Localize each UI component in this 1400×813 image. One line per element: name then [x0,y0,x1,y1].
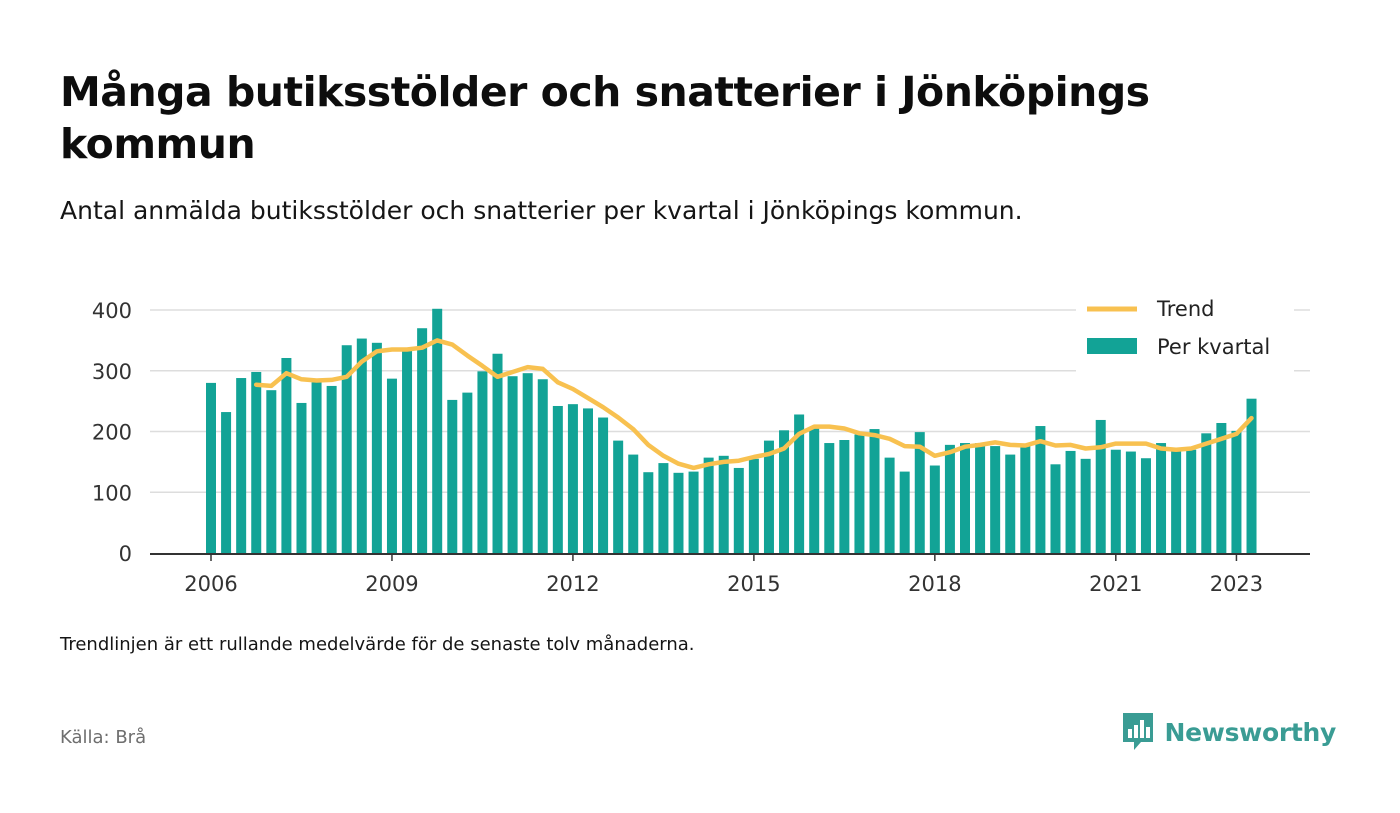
bar [1035,426,1046,553]
source-label: Källa: Brå [60,727,147,748]
bar [251,371,262,553]
bar [311,382,322,553]
chart-subtitle: Antal anmälda butiksstölder och snatteri… [60,196,1023,225]
x-tick-label: 2023 [1210,572,1263,596]
bar [763,440,774,553]
bar [628,454,639,553]
bar [341,345,352,553]
bar [583,408,593,553]
bar [492,353,503,553]
bar [1140,458,1151,553]
bar [869,429,880,553]
bar [296,402,307,553]
bar [432,308,443,553]
chart-title: Många butiksstölder och snatterier i Jön… [60,68,1150,168]
bar [326,385,337,553]
x-tick-label: 2021 [1089,572,1142,596]
bar [809,426,820,553]
bar [206,382,216,553]
bar [266,390,277,553]
bar [1125,451,1136,553]
bar [537,379,548,553]
bar [281,357,292,553]
bar [929,465,940,553]
bar [960,443,970,553]
bar [899,471,910,553]
bar [221,412,232,553]
bar [733,467,744,553]
bar [1065,450,1076,553]
bar [944,444,955,553]
bar [462,392,473,553]
bar [1020,444,1031,553]
bar [1080,458,1091,553]
bar [1231,430,1242,553]
bar [718,455,729,553]
bar [975,443,986,553]
bar [884,457,895,553]
bar [477,371,488,553]
bar [688,471,699,553]
bar [824,443,835,553]
x-tick-label: 2018 [908,572,961,596]
y-tick-label: 0 [119,542,132,566]
bar [1005,454,1016,553]
bar [371,342,382,553]
brand-name: Newsworthy [1164,717,1337,747]
y-tick-label: 200 [92,421,132,445]
bar [598,417,609,553]
x-axis-tick-labels: 2006 2009 2012 2015 2018 2021 2023 [184,554,1263,596]
trend-line [253,338,1254,471]
y-tick-label: 400 [92,299,132,323]
legend-per-kvartal-label: Per kvartal [1157,335,1270,359]
bar [990,446,1001,553]
bar [567,404,578,553]
bar [673,472,684,553]
bar [658,463,669,553]
x-tick-label: 2015 [727,572,780,596]
bar [1186,449,1197,553]
bar [839,440,850,553]
bar [1095,419,1106,553]
bar [748,458,759,553]
bar [1246,398,1257,553]
bar [386,378,397,553]
bar [1171,449,1182,553]
bar [402,348,413,553]
bar [356,338,367,553]
bar [1110,449,1121,553]
bar [779,430,790,553]
bar [1050,464,1061,553]
y-tick-label: 300 [92,360,132,384]
bar [552,405,563,553]
y-axis-tick-labels: 0 100 200 300 400 [92,299,132,566]
bar [854,434,865,553]
bar [1216,422,1227,553]
x-tick-label: 2009 [365,572,418,596]
bar [1156,443,1167,553]
bar [417,328,428,553]
legend: Trend Per kvartal [1076,292,1294,372]
bar [703,457,714,553]
x-tick-label: 2006 [184,572,237,596]
x-tick-label: 2012 [546,572,599,596]
brand-logo: Newsworthy [1121,712,1337,752]
legend-trend-label: Trend [1156,297,1214,321]
bar [522,373,533,553]
newsworthy-bar-chart-icon [1122,713,1153,750]
bar [643,472,654,553]
legend-per-kvartal-swatch [1087,338,1137,354]
bar [447,399,458,553]
bar [794,414,805,553]
bars-per-kvartal [206,308,1257,553]
trend-note: Trendlinjen är ett rullande medelvärde f… [60,634,695,655]
bar [613,440,624,553]
bar [1201,433,1212,553]
bar [507,376,518,553]
y-tick-label: 100 [92,481,132,505]
bar [236,378,247,553]
bar [914,432,925,553]
